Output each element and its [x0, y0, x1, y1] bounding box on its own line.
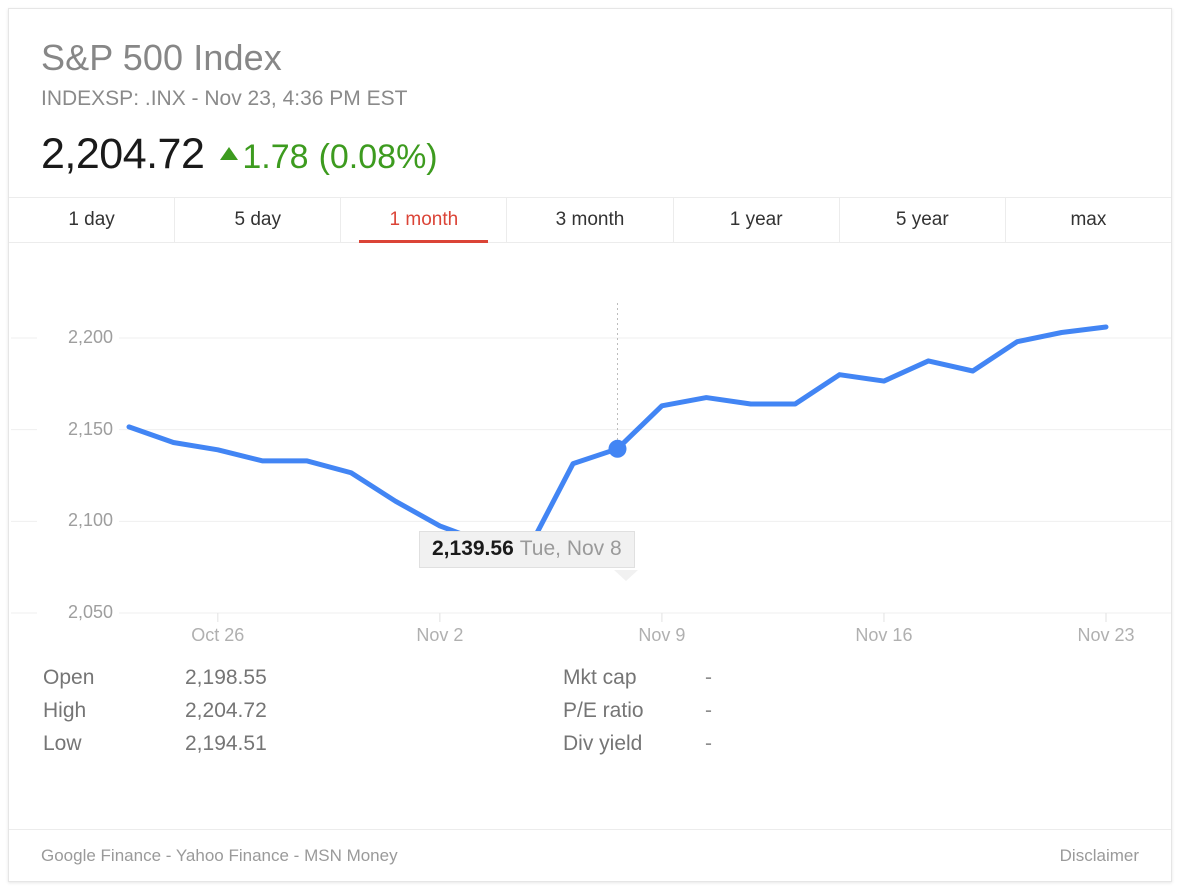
stat-label-mkt-cap: Mkt cap — [563, 665, 637, 689]
footer-separator-2: - — [288, 845, 305, 865]
stat-value-high: 2,204.72 — [185, 698, 267, 722]
x-axis-tick-label: Nov 2 — [416, 625, 464, 645]
x-axis-tick-label: Nov 9 — [638, 625, 686, 645]
y-axis-tick-label: 2,150 — [37, 418, 119, 440]
stat-value-mkt-cap: - — [705, 665, 712, 689]
tooltip-pointer-icon — [614, 569, 638, 581]
quote-header: S&P 500 Index INDEXSP: .INX - Nov 23, 4:… — [9, 9, 1171, 179]
x-axis-tick-label: Nov 16 — [855, 625, 913, 645]
tab-5-day[interactable]: 5 day — [175, 198, 342, 242]
arrow-up-icon — [220, 147, 239, 160]
stat-value-low: 2,194.51 — [185, 731, 267, 755]
tab-1-month[interactable]: 1 month — [341, 198, 508, 243]
page-title: S&P 500 Index — [41, 37, 282, 78]
stat-row-pe-ratio: P/E ratio - — [563, 694, 712, 727]
tab-5-year[interactable]: 5 year — [840, 198, 1006, 242]
current-price: 2,204.72 — [41, 130, 205, 178]
highlighted-data-point — [608, 439, 627, 458]
link-disclaimer[interactable]: Disclaimer — [1059, 845, 1139, 865]
x-axis-tick-label: Oct 26 — [191, 625, 245, 645]
stat-value-pe-ratio: - — [705, 698, 712, 722]
stat-row-open: Open 2,198.55 — [43, 661, 563, 694]
price-change-percent: (0.08%) — [318, 138, 438, 176]
quote-price-row: 2,204.72 1.78 (0.08%) — [41, 129, 1171, 179]
stat-label-open: Open — [43, 665, 95, 689]
link-yahoo-finance[interactable]: Yahoo Finance — [175, 845, 289, 865]
stats-column-left: Open 2,198.55 High 2,204.72 Low 2,194.51 — [43, 661, 563, 760]
stat-label-high: High — [43, 698, 87, 722]
stat-row-div-yield: Div yield - — [563, 727, 712, 760]
y-axis-tick-label: 2,200 — [37, 327, 119, 348]
link-google-finance[interactable]: Google Finance — [41, 845, 162, 865]
stat-value-div-yield: - — [705, 731, 712, 755]
footer-source-links: Google Finance - Yahoo Finance - MSN Mon… — [41, 846, 398, 866]
stat-label-div-yield: Div yield — [563, 731, 643, 755]
footer-separator-1: - — [161, 845, 176, 865]
tooltip-date: Tue, Nov 8 — [519, 537, 622, 560]
stat-label-pe-ratio: P/E ratio — [563, 698, 644, 722]
stat-row-high: High 2,204.72 — [43, 694, 563, 727]
chart-canvas[interactable] — [9, 243, 1172, 643]
quote-subtitle: INDEXSP: .INX - Nov 23, 4:36 PM EST — [41, 87, 408, 110]
tab-1-day[interactable]: 1 day — [9, 198, 176, 242]
x-axis-tick-label: Nov 23 — [1077, 625, 1135, 645]
stats-column-right: Mkt cap - P/E ratio - Div yield - — [563, 661, 712, 760]
stat-row-mkt-cap: Mkt cap - — [563, 661, 712, 694]
quote-stats: Open 2,198.55 High 2,204.72 Low 2,194.51… — [9, 643, 1171, 760]
stat-label-low: Low — [43, 731, 82, 755]
price-chart[interactable]: 2,139.56 Tue, Nov 8 2,050 2,100 2,150 2,200 … — [9, 243, 1172, 645]
card-footer: Google Finance - Yahoo Finance - MSN Mon… — [9, 829, 1171, 881]
tooltip-price: 2,139.56 — [432, 537, 514, 560]
range-tab-bar: 1 day 5 day 1 month 3 month 1 year 5 yea… — [9, 197, 1171, 243]
stat-value-open: 2,198.55 — [185, 665, 267, 689]
y-axis-tick-label: 2,050 — [37, 602, 119, 623]
stat-row-low: Low 2,194.51 — [43, 727, 563, 760]
finance-quote-card: S&P 500 Index INDEXSP: .INX - Nov 23, 4:… — [8, 8, 1172, 882]
price-line — [126, 324, 1109, 552]
tab-max[interactable]: max — [1070, 209, 1107, 230]
tab-1-year[interactable]: 1 year — [674, 198, 840, 242]
price-change: 1.78 — [242, 138, 309, 176]
chart-tooltip: 2,139.56 Tue, Nov 8 — [419, 531, 635, 568]
y-axis-tick-label: 2,100 — [37, 510, 119, 532]
tab-3-month[interactable]: 3 month — [507, 198, 674, 242]
link-msn-money[interactable]: MSN Money — [304, 845, 398, 865]
